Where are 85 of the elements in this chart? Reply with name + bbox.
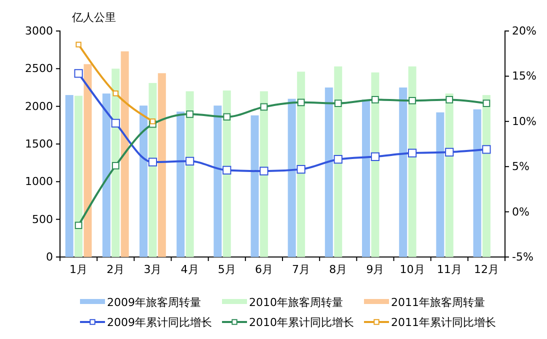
bar (112, 68, 120, 257)
bar (297, 72, 306, 257)
bar (214, 106, 222, 257)
point (76, 42, 82, 48)
y-tick-label: 0 (46, 250, 53, 264)
bar (288, 98, 296, 257)
point (408, 96, 416, 104)
x-tick-label: 10月 (400, 262, 425, 276)
bar (473, 109, 482, 257)
legend-label: 2011年旅客周转量 (391, 296, 485, 309)
point (482, 145, 491, 154)
x-tick-label: 5月 (218, 262, 236, 276)
point (260, 103, 268, 111)
bar (74, 96, 83, 257)
x-tick-label: 12月 (474, 262, 499, 276)
point (150, 118, 156, 124)
point (74, 222, 82, 230)
y2-tick-label: 10% (512, 114, 536, 128)
point (408, 148, 417, 158)
point (222, 166, 232, 175)
bar (65, 95, 74, 257)
bar (260, 91, 268, 257)
point (223, 113, 231, 121)
point (482, 100, 490, 107)
point (334, 100, 342, 107)
bar (445, 94, 454, 257)
bar (176, 112, 185, 257)
point (334, 155, 342, 164)
y-tick-label: 3000 (25, 24, 53, 38)
x-tick-label: 3月 (144, 262, 162, 276)
x-tick-label: 1月 (70, 262, 88, 276)
y2-tick-label: 0% (512, 205, 530, 218)
y-tick-label: 1500 (25, 138, 53, 151)
point (260, 166, 268, 176)
x-tick-label: 9月 (366, 262, 384, 276)
bar (186, 91, 194, 257)
y2-tick-label: 15% (512, 70, 536, 83)
y-tick-label: 2500 (25, 62, 53, 76)
bar (371, 72, 380, 257)
legend-label: 2011年累计同比增长 (391, 316, 496, 329)
bar (324, 88, 333, 257)
point (446, 96, 454, 104)
bar (436, 112, 444, 257)
x-tick-label: 6月 (254, 262, 273, 276)
point (445, 148, 454, 156)
y2-tick-label: 20% (512, 24, 536, 38)
legend-label: 2010年旅客周转量 (249, 296, 343, 309)
x-tick-label: 2月 (106, 262, 125, 276)
x-tick-label: 8月 (329, 262, 348, 276)
point (112, 162, 120, 170)
bar (148, 82, 157, 257)
bar (408, 66, 416, 257)
point (296, 165, 306, 174)
bar (482, 95, 490, 257)
bar (84, 64, 92, 257)
y2-tick-label: 5% (512, 160, 530, 174)
y-axis-title: 亿人公里 (71, 11, 116, 24)
y-tick-label: 1000 (25, 175, 53, 188)
legend-label: 2010年累计同比增长 (249, 316, 354, 329)
point (297, 98, 305, 106)
bar (158, 73, 166, 257)
bar (102, 94, 110, 257)
bar (120, 51, 129, 257)
bar (222, 90, 231, 257)
point (370, 152, 380, 161)
point (111, 118, 120, 128)
bar (362, 100, 370, 257)
bar (399, 88, 408, 257)
legend-label: 2009年旅客周转量 (107, 296, 201, 309)
point (186, 110, 194, 118)
bar (140, 106, 148, 257)
x-tick-label: 7月 (292, 262, 310, 276)
legend-label: 2009年累计同比增长 (107, 316, 212, 329)
point (112, 90, 118, 96)
point (148, 158, 158, 166)
point (74, 69, 83, 78)
x-tick-label: 4月 (180, 262, 199, 276)
y-tick-label: 2000 (25, 100, 53, 113)
point (185, 156, 194, 166)
point (372, 96, 379, 104)
x-tick-label: 11月 (436, 262, 462, 276)
bar (250, 115, 259, 257)
bar (334, 66, 342, 257)
y2-tick-label: -5% (512, 250, 534, 264)
y-tick-label: 500 (32, 212, 53, 226)
